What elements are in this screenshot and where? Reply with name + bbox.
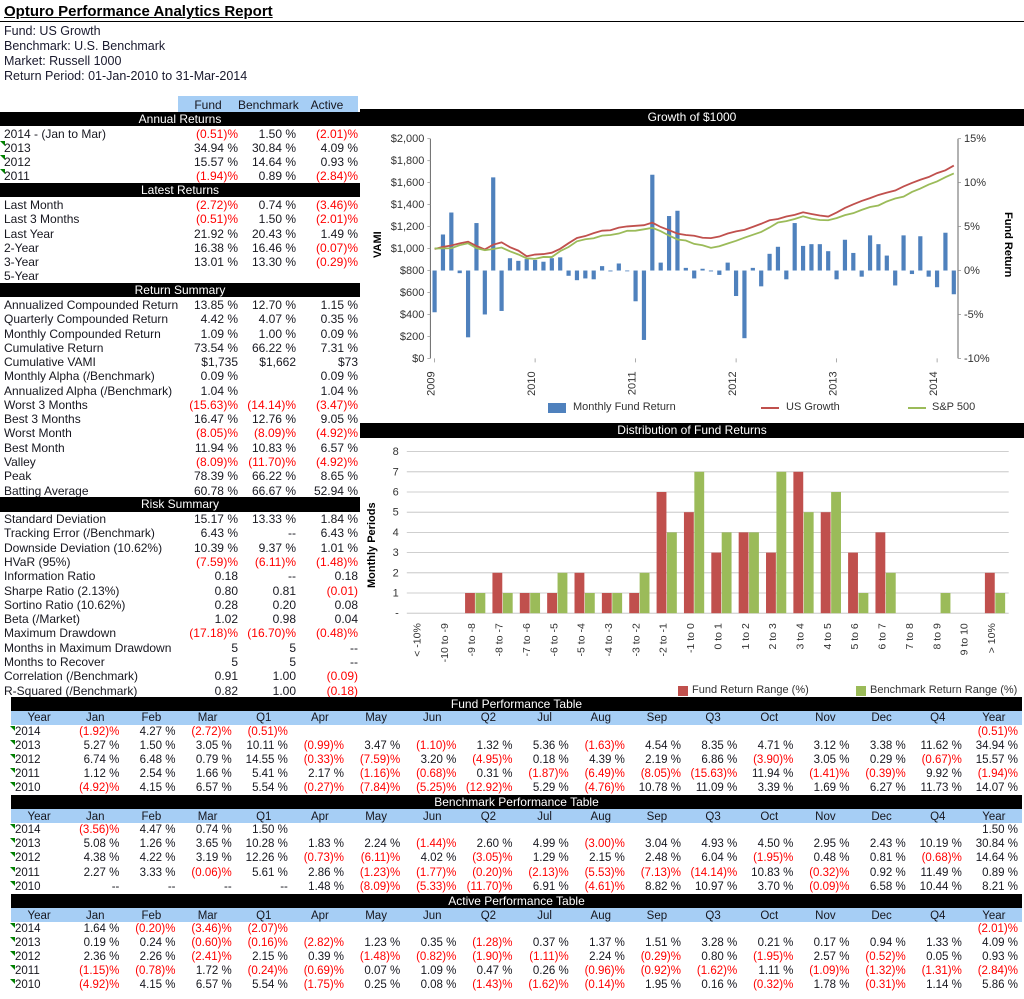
svg-text:4 to 5: 4 to 5 <box>822 623 834 649</box>
svg-text:$1,800: $1,800 <box>391 155 425 167</box>
svg-text:$0: $0 <box>412 353 424 365</box>
svg-text:-1 to 0: -1 to 0 <box>685 623 697 653</box>
svg-text:$400: $400 <box>400 309 424 321</box>
svg-text:2 to 3: 2 to 3 <box>767 623 779 649</box>
svg-text:-5 to -4: -5 to -4 <box>576 623 588 656</box>
svg-text:< -10%: < -10% <box>412 623 424 657</box>
svg-text:-: - <box>395 608 399 620</box>
svg-text:$800: $800 <box>400 265 424 277</box>
svg-text:15%: 15% <box>964 133 986 145</box>
svg-text:6: 6 <box>393 487 399 499</box>
svg-text:-5%: -5% <box>964 309 984 321</box>
svg-text:-7 to -6: -7 to -6 <box>521 623 533 656</box>
svg-text:$1,200: $1,200 <box>391 221 425 233</box>
svg-text:1: 1 <box>393 588 399 600</box>
svg-text:-2 to -1: -2 to -1 <box>658 623 670 656</box>
svg-text:$1,600: $1,600 <box>391 177 425 189</box>
svg-text:9 to 10: 9 to 10 <box>959 623 971 655</box>
svg-text:$1,400: $1,400 <box>391 199 425 211</box>
svg-text:-10 to -9: -10 to -9 <box>439 623 451 662</box>
svg-text:0%: 0% <box>964 265 980 277</box>
svg-text:5: 5 <box>393 507 399 519</box>
svg-text:-4 to -3: -4 to -3 <box>603 623 615 656</box>
svg-text:-3 to -2: -3 to -2 <box>630 623 642 656</box>
svg-text:$2,000: $2,000 <box>391 133 425 145</box>
svg-text:5 to 6: 5 to 6 <box>849 623 861 649</box>
svg-text:2: 2 <box>393 567 399 579</box>
svg-text:> 10%: > 10% <box>986 623 998 653</box>
svg-text:-10%: -10% <box>964 353 990 365</box>
svg-text:7 to 8: 7 to 8 <box>904 623 916 649</box>
svg-text:4: 4 <box>393 527 399 539</box>
svg-text:$1,000: $1,000 <box>391 243 425 255</box>
svg-text:8 to 9: 8 to 9 <box>931 623 943 649</box>
svg-text:2013: 2013 <box>828 371 840 395</box>
svg-text:0 to 1: 0 to 1 <box>712 623 724 649</box>
svg-text:3: 3 <box>393 547 399 559</box>
svg-text:$600: $600 <box>400 287 424 299</box>
svg-text:2014: 2014 <box>928 371 940 395</box>
svg-text:8: 8 <box>393 446 399 458</box>
svg-text:2009: 2009 <box>426 371 438 395</box>
svg-text:7: 7 <box>393 466 399 478</box>
svg-text:1 to 2: 1 to 2 <box>740 623 752 649</box>
svg-text:10%: 10% <box>964 177 986 189</box>
svg-text:-9 to -8: -9 to -8 <box>466 623 478 656</box>
svg-text:$200: $200 <box>400 331 424 343</box>
svg-text:6 to 7: 6 to 7 <box>877 623 889 649</box>
svg-text:2012: 2012 <box>727 371 739 395</box>
svg-text:3 to 4: 3 to 4 <box>795 623 807 649</box>
svg-text:-8 to -7: -8 to -7 <box>494 623 506 656</box>
svg-text:-6 to -5: -6 to -5 <box>548 623 560 656</box>
svg-text:2010: 2010 <box>526 371 538 395</box>
svg-text:5%: 5% <box>964 221 980 233</box>
svg-text:2011: 2011 <box>627 371 639 395</box>
